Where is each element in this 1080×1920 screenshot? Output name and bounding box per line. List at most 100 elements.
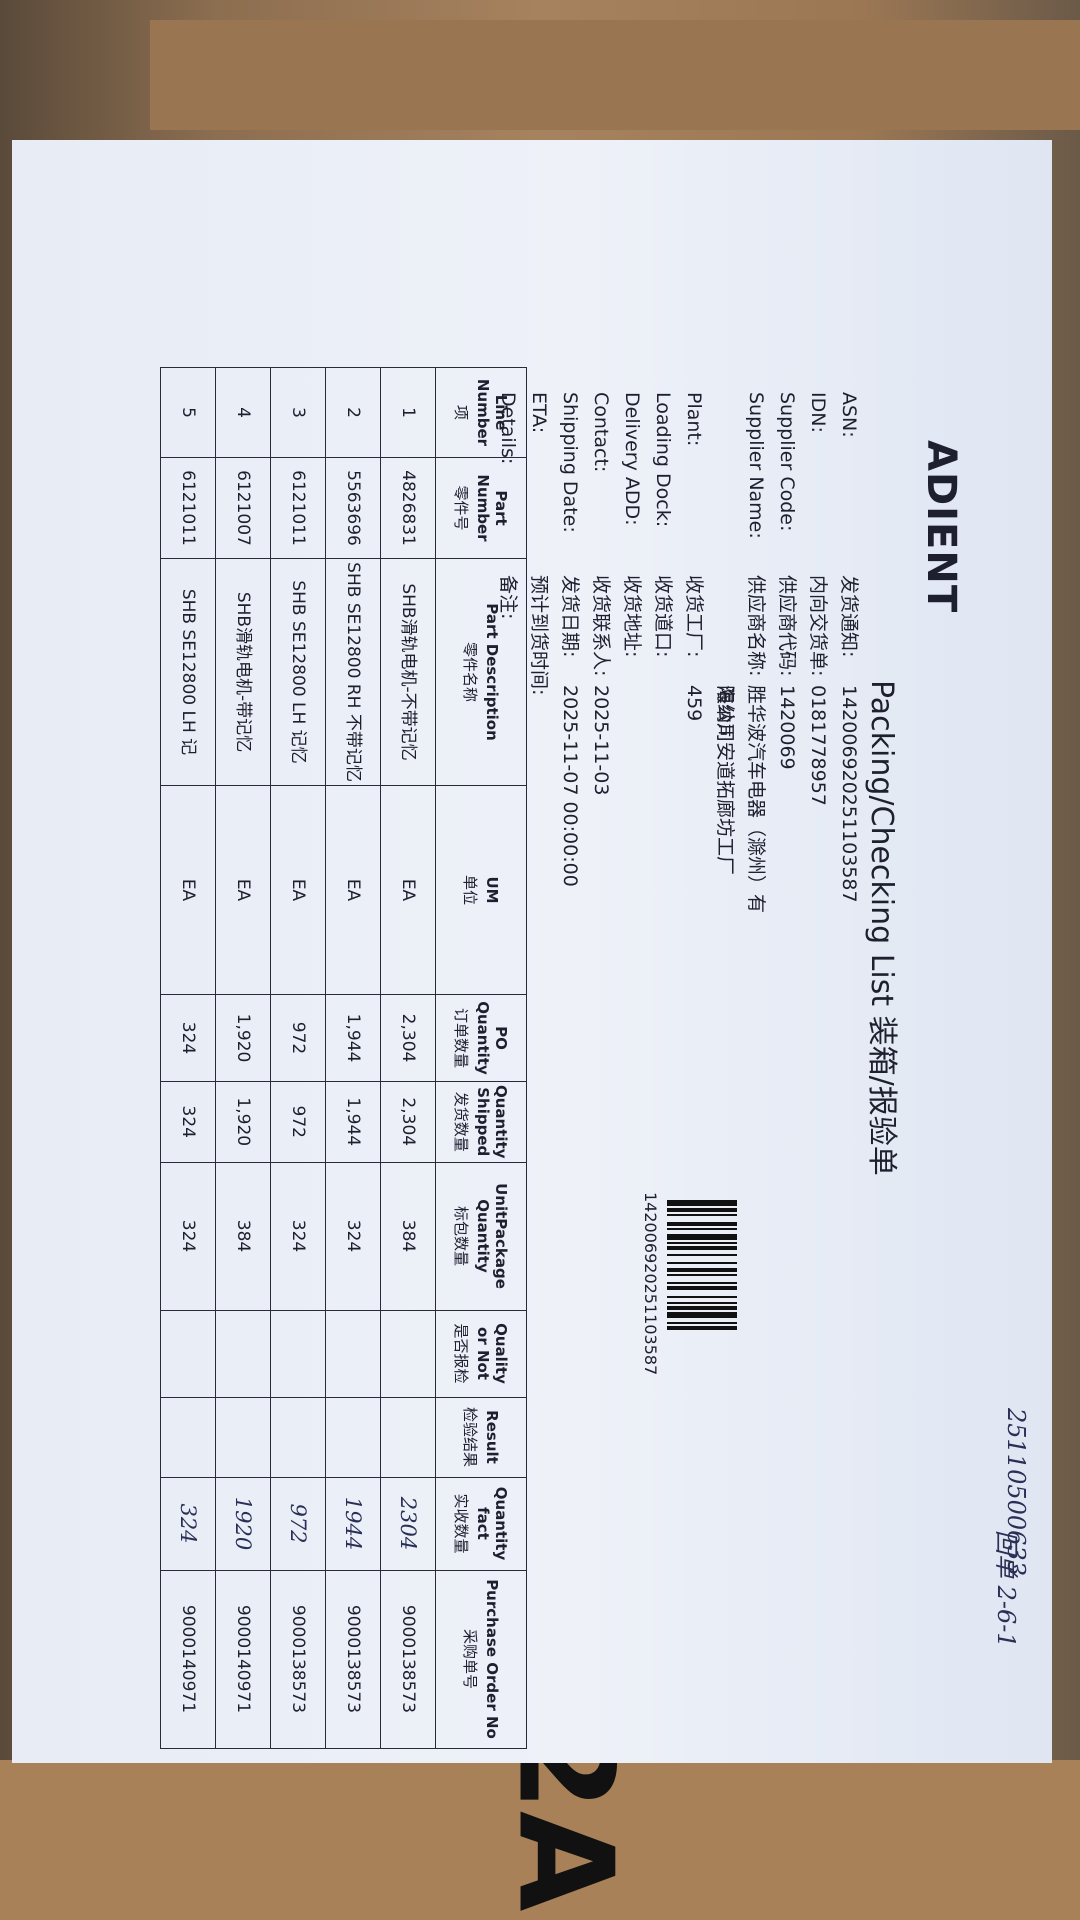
column-header-cn: 实收数量 xyxy=(452,1493,470,1554)
column-header: Part Number 零件号 xyxy=(435,457,527,559)
column-header: UM 单位 xyxy=(435,785,527,995)
field-value: 胜华波汽车电器（滁州）有限公司 xyxy=(714,685,767,914)
field-value: 1420069 xyxy=(776,685,798,770)
field-label: IDN: xyxy=(807,392,829,433)
table-cell: 1,920 xyxy=(215,994,271,1082)
field-label: Contact: xyxy=(590,392,612,473)
table-cell: 384 xyxy=(380,1162,436,1310)
table-cell: 9000138573 xyxy=(270,1570,326,1748)
table-cell: EA xyxy=(270,785,326,995)
field-value: 2025-11-03 xyxy=(590,685,612,796)
column-header-en: Quantity fact xyxy=(474,1486,510,1561)
barcode-number: 142006920251103587 xyxy=(641,1192,660,1376)
table-cell: 9000140971 xyxy=(215,1570,271,1748)
column-header-en: Quantity Shipped xyxy=(474,1085,510,1159)
column-header-en: Part Description xyxy=(483,603,501,741)
field-label-cn: 供应商代码: xyxy=(776,575,798,677)
spacer xyxy=(709,392,740,562)
field-value: 142006920251103587 xyxy=(838,685,860,903)
table-cell: 5 xyxy=(160,367,216,458)
table-cell: EA xyxy=(215,785,271,995)
table-cell: SHB SE12800 RH 不带记忆 xyxy=(325,558,381,786)
column-header-en: UnitPackage Quantity xyxy=(474,1183,510,1289)
column-header-cn: 是否报检 xyxy=(452,1323,470,1384)
table-row: 1 4826831 SHB滑轨电机-不带记忆 EA 2,304 2,304 384 2304 9… xyxy=(380,367,436,1748)
column-header-cn: 零件名称 xyxy=(461,641,479,702)
column-header-cn: 采购单号 xyxy=(461,1628,479,1689)
barcode xyxy=(667,1200,737,1360)
field-label: ETA: xyxy=(528,392,550,434)
column-header-en: Line Number xyxy=(474,378,510,447)
column-header-en: UM xyxy=(483,876,501,904)
table-cell: 324 xyxy=(160,1477,216,1570)
column-header: Quality or Not 是否报检 xyxy=(435,1310,527,1397)
table-cell: 324 xyxy=(160,1081,216,1162)
table-cell: 4 xyxy=(215,367,271,458)
table-cell xyxy=(270,1310,326,1397)
field-value xyxy=(523,685,554,915)
table-cell: 324 xyxy=(160,994,216,1082)
barcode-gap xyxy=(667,1330,737,1332)
table-cell: SHB滑轨电机-不带记忆 xyxy=(380,558,436,786)
table-cell: 9000138573 xyxy=(380,1570,436,1748)
table-cell: 972 xyxy=(270,1477,326,1570)
table-cell xyxy=(380,1310,436,1397)
column-header-cn: 订单数量 xyxy=(452,1007,470,1068)
field-label: Supplier Code: xyxy=(776,392,798,532)
column-header-cn: 项 xyxy=(452,404,470,420)
table-cell: SHB SE12800 LH 记忆 xyxy=(270,558,326,786)
table-cell: 972 xyxy=(270,1081,326,1162)
cardboard xyxy=(0,1760,1080,1920)
column-header-en: Quality or Not xyxy=(474,1323,510,1384)
column-header: Line Number 项 xyxy=(435,367,527,458)
values: 142006920251103587 0181778957 1420069 胜华波汽车… xyxy=(523,685,864,915)
field-label-cn: 收货地址: xyxy=(621,575,643,658)
column-header-cn: 单位 xyxy=(461,874,479,905)
table-cell: 972 xyxy=(270,994,326,1082)
table-cell: 6121011 xyxy=(160,457,216,559)
field-label-cn: 收货道口: xyxy=(652,575,674,658)
table-cell xyxy=(215,1310,271,1397)
field-label: Plant: xyxy=(683,392,705,447)
field-label-cn: 供应商名称: xyxy=(745,575,767,677)
table-cell xyxy=(325,1397,381,1477)
table-cell: EA xyxy=(325,785,381,995)
field-value: 459 xyxy=(683,685,705,722)
table-row: 2 5563696 SHB SE12800 RH 不带记忆 EA 1,944 1,944 3… xyxy=(325,367,381,1748)
field-value xyxy=(616,685,647,915)
column-header: Quantity fact 实收数量 xyxy=(435,1477,527,1570)
table-cell: 4826831 xyxy=(380,457,436,559)
table-row: 3 6121011 SHB SE12800 LH 记忆 EA 972 972 324 972 9… xyxy=(270,367,326,1748)
field-label: Shipping Date: xyxy=(559,392,581,533)
field-label-cn: 发货日期: xyxy=(559,575,581,658)
labels-cn: 发货通知: 内向交货单: 供应商代码: 供应商名称: 收货工厂: 收货道口: 收货地址: 收货… xyxy=(492,575,864,695)
field-label: Loading Dock: xyxy=(652,392,674,528)
table-cell xyxy=(215,1397,271,1477)
field-label-cn: 发货通知: xyxy=(838,575,860,658)
table-cell xyxy=(380,1397,436,1477)
column-header: PO Quantity 订单数量 xyxy=(435,994,527,1082)
column-header-cn: 零件号 xyxy=(452,485,470,531)
document: ADIENT Packing/Checking List 装箱/报验单 ASN:… xyxy=(12,140,1052,1763)
field-value: 海纳川安道拓廊坊工厂 xyxy=(714,685,736,876)
title: Packing/Checking List 装箱/报验单 xyxy=(864,680,899,1176)
column-header: Purchase Order No 采购单号 xyxy=(435,1570,527,1748)
column-header-en: Result xyxy=(483,1410,501,1464)
table-cell xyxy=(160,1397,216,1477)
column-header-en: Purchase Order No xyxy=(483,1579,501,1739)
table-cell: 2,304 xyxy=(380,994,436,1082)
field-label-cn: 收货联系人: xyxy=(590,575,612,677)
table-row: 4 6121007 SHB滑轨电机-带记忆 EA 1,920 1,920 384 1920 90… xyxy=(215,367,271,1748)
spacer xyxy=(709,575,740,695)
table-cell: 1944 xyxy=(325,1477,381,1570)
logo: ADIENT xyxy=(918,440,964,614)
field-label-cn: 内向交货单: xyxy=(807,575,829,677)
table-cell: 324 xyxy=(325,1162,381,1310)
item-table: Line Number 项 Part Number 零件号 Part Descripti… xyxy=(160,367,527,1749)
table-cell: 324 xyxy=(270,1162,326,1310)
column-header-cn: 检验结果 xyxy=(461,1406,479,1467)
table-cell xyxy=(325,1310,381,1397)
table-cell: 6121007 xyxy=(215,457,271,559)
column-header: UnitPackage Quantity 标包数量 xyxy=(435,1162,527,1310)
